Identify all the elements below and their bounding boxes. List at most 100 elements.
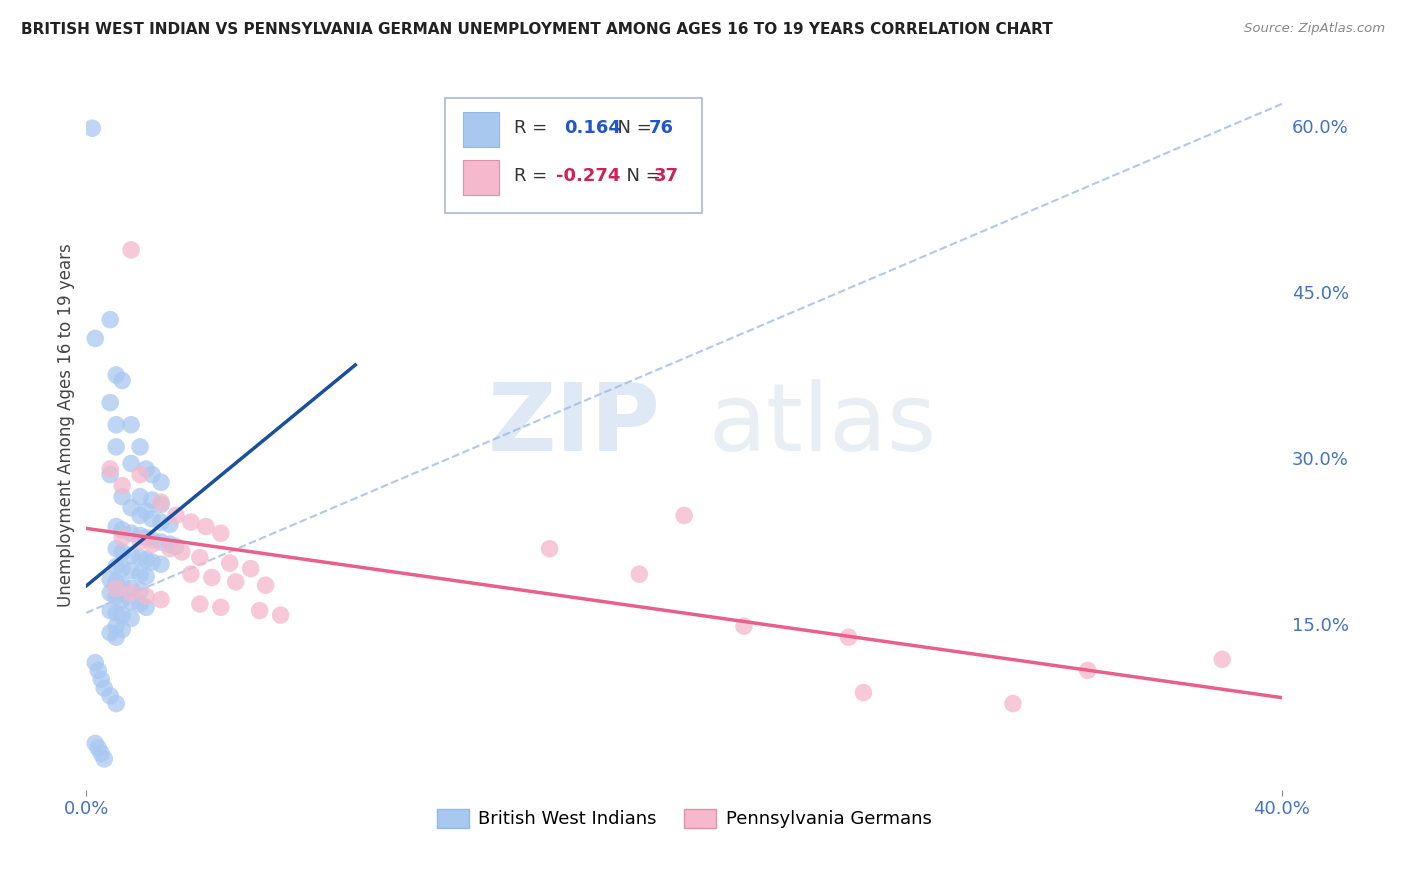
Point [838, 630, 860, 644]
Point [93, 681, 115, 695]
Point [111, 545, 134, 559]
Point [111, 490, 134, 504]
Point [111, 623, 134, 637]
Point [84, 331, 107, 345]
Point [105, 589, 128, 603]
Point [105, 619, 128, 633]
Point [150, 495, 173, 509]
Point [105, 582, 128, 596]
Point [105, 574, 128, 589]
Point [150, 535, 173, 549]
Y-axis label: Unemployment Among Ages 16 to 19 years: Unemployment Among Ages 16 to 19 years [58, 243, 75, 607]
FancyBboxPatch shape [444, 97, 702, 213]
Point [135, 462, 157, 476]
Text: 0.164: 0.164 [565, 120, 621, 137]
Point [120, 500, 142, 515]
Point [159, 537, 181, 551]
Text: R =: R = [515, 120, 560, 137]
Text: N =: N = [614, 168, 666, 186]
Point [98, 586, 121, 600]
Point [188, 597, 211, 611]
Point [120, 526, 142, 541]
Point [111, 374, 134, 388]
Text: -0.274: -0.274 [557, 168, 620, 186]
Point [120, 549, 142, 563]
Point [82, 121, 104, 136]
Point [120, 457, 142, 471]
Point [98, 573, 121, 587]
Point [225, 574, 247, 589]
Point [165, 540, 187, 554]
Point [135, 531, 157, 545]
Point [105, 606, 128, 620]
Point [135, 589, 157, 603]
Point [98, 395, 121, 409]
Point [141, 493, 163, 508]
Text: atlas: atlas [709, 379, 936, 471]
Point [111, 531, 134, 545]
Point [141, 512, 163, 526]
Point [170, 545, 193, 559]
Point [129, 567, 152, 582]
Text: Source: ZipAtlas.com: Source: ZipAtlas.com [1244, 22, 1385, 36]
Text: BRITISH WEST INDIAN VS PENNSYLVANIA GERMAN UNEMPLOYMENT AMONG AGES 16 TO 19 YEAR: BRITISH WEST INDIAN VS PENNSYLVANIA GERM… [21, 22, 1053, 37]
Point [180, 567, 202, 582]
Point [135, 600, 157, 615]
Point [209, 600, 232, 615]
Point [87, 740, 110, 755]
Point [239, 561, 262, 575]
Text: R =: R = [515, 168, 554, 186]
Point [150, 592, 173, 607]
Text: N =: N = [606, 120, 658, 137]
Point [90, 673, 112, 687]
Point [218, 556, 240, 570]
Point [120, 595, 142, 609]
Point [188, 550, 211, 565]
Point [93, 752, 115, 766]
Point [98, 312, 121, 326]
Point [105, 541, 128, 556]
Point [111, 523, 134, 537]
Point [150, 475, 173, 490]
Point [111, 561, 134, 575]
Point [120, 417, 142, 432]
Point [249, 604, 271, 618]
Point [1001, 697, 1024, 711]
Point [129, 528, 152, 542]
Point [120, 582, 142, 596]
Point [105, 630, 128, 644]
Point [105, 417, 128, 432]
Point [209, 526, 232, 541]
Text: ZIP: ZIP [488, 379, 661, 471]
Point [129, 490, 152, 504]
Point [538, 541, 561, 556]
Point [129, 550, 152, 565]
Point [120, 243, 142, 257]
Point [129, 597, 152, 611]
Point [98, 467, 121, 482]
Point [733, 619, 755, 633]
Point [98, 462, 121, 476]
Point [129, 583, 152, 598]
Point [159, 541, 181, 556]
Point [141, 537, 163, 551]
Point [201, 570, 224, 584]
Point [129, 440, 152, 454]
Point [105, 697, 128, 711]
Point [628, 567, 651, 582]
Point [141, 555, 163, 569]
FancyBboxPatch shape [463, 112, 499, 147]
Point [129, 508, 152, 523]
Point [150, 498, 173, 512]
Point [105, 519, 128, 533]
Point [120, 586, 142, 600]
Point [98, 604, 121, 618]
Point [254, 578, 277, 592]
Point [120, 564, 142, 578]
Point [165, 508, 187, 523]
Point [111, 478, 134, 492]
Point [98, 625, 121, 640]
Point [141, 467, 163, 482]
Point [84, 736, 107, 750]
Point [111, 608, 134, 623]
